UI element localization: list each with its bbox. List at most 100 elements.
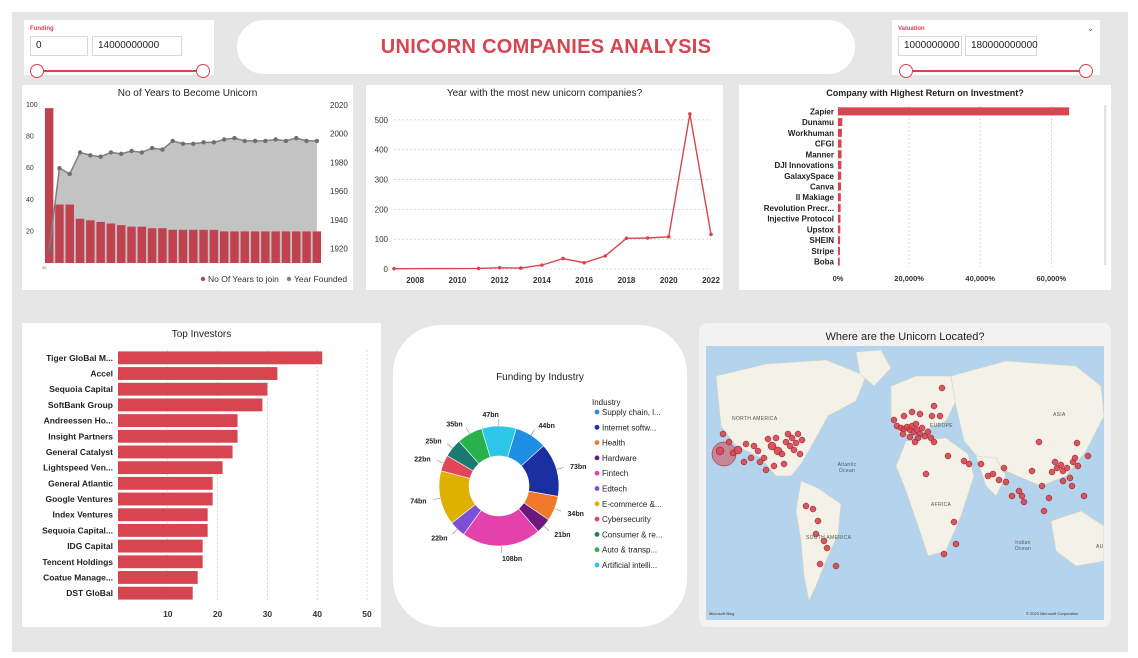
investor-label: Insight Partners: [48, 431, 113, 441]
legend-label: Auto & transp...: [602, 546, 657, 555]
new-unicorns-point: [709, 232, 713, 237]
year-founded-point: [88, 153, 93, 158]
donut-slice-label: 108bn: [502, 556, 522, 563]
investor-label: IDG Capital: [67, 541, 113, 551]
valuation-slider-min-handle[interactable]: [899, 64, 913, 78]
roi-bar: [838, 193, 841, 202]
x-axis-tick: 20: [213, 609, 223, 619]
investor-label: Google Ventures: [45, 494, 113, 504]
legend-label: Consumer & re...: [602, 530, 662, 539]
investor-bar: [118, 492, 213, 506]
y-axis-tick: 400: [375, 146, 389, 155]
top-investors-chart: 10 20 30 40 50 Tiger GloBal M... Accel Sequoia …: [42, 350, 372, 619]
unicorn-location-marker: [790, 446, 798, 454]
legend-marker-years-to-join: [200, 276, 206, 282]
funding-max-input[interactable]: 14000000000: [92, 36, 182, 56]
roi-bar: [838, 107, 1070, 116]
legend-label: Artificial intelli...: [602, 561, 657, 570]
year-founded-point: [232, 135, 237, 141]
valuation-max-input[interactable]: 180000000000: [965, 36, 1038, 56]
left-axis-tick: 20: [26, 228, 34, 235]
unicorn-location-marker: [1068, 482, 1076, 490]
chevron-down-icon[interactable]: ⌄: [1087, 24, 1094, 33]
years-to-join-bar: [147, 228, 157, 263]
world-map[interactable]: NORTH AMERICA SOUTH AMERICA EUROPE AFRIC…: [706, 346, 1104, 620]
years-to-join-bar: [117, 225, 126, 263]
roi-category-label: Canva: [810, 183, 835, 192]
years-to-unicorn-chart: 20 40 60 80 100 1920 1940 1960 1980 2000 2020 00 No …: [26, 101, 348, 284]
unicorn-location-marker: [995, 476, 1003, 484]
unicorn-location-marker: [1063, 464, 1071, 472]
legend-marker: [594, 562, 600, 568]
top-investors-title: Top Investors: [171, 329, 232, 340]
legend-marker: [594, 547, 600, 553]
legend-marker: [594, 516, 600, 522]
donut-slice-label: 44bn: [539, 423, 555, 430]
legend-marker: [594, 409, 600, 415]
legend-label: Fintech: [602, 469, 628, 478]
investor-bar: [118, 523, 208, 537]
legend-label: Internet softw...: [602, 423, 656, 432]
unicorn-location-marker: [780, 460, 788, 468]
year-founded-point: [67, 171, 72, 177]
unicorn-location-marker: [952, 540, 960, 548]
left-axis-tick: 40: [26, 197, 34, 204]
valuation-slider-max-handle[interactable]: [1079, 64, 1093, 78]
funding-by-industry-title: Funding by Industry: [496, 372, 584, 383]
unicorn-location-marker: [900, 412, 908, 420]
left-axis-tick: 60: [26, 165, 34, 172]
valuation-slider-track[interactable]: [906, 70, 1086, 72]
unicorn-location-marker: [742, 440, 750, 448]
y-axis-tick: 300: [375, 176, 389, 185]
unicorn-location-marker: [930, 438, 938, 446]
legend-marker: [594, 440, 600, 445]
year-founded-point: [201, 140, 206, 145]
unicorn-location-marker: [750, 442, 758, 450]
legend-label: Cybersecurity: [602, 515, 651, 524]
donut-label-leader: [556, 467, 564, 470]
year-founded-point: [77, 150, 83, 155]
map-label-atlantic: Atlantic Ocean: [837, 462, 857, 474]
investor-label: Sequoia Capital: [49, 384, 113, 394]
unicorn-location-marker: [1073, 439, 1081, 447]
x-axis-tick: 40: [312, 609, 322, 619]
roi-title: Company with Highest Return on Investmen…: [826, 88, 1024, 98]
years-to-join-bar: [281, 231, 291, 263]
roi-category-label: DJI Innovations: [774, 161, 834, 170]
unicorn-location-marker: [924, 428, 932, 436]
unicorn-location-marker: [1084, 452, 1092, 460]
y-axis-tick: 200: [375, 205, 389, 214]
x-axis-tick: 30: [263, 609, 273, 619]
x-axis-tick: 2020: [660, 276, 678, 285]
funding-slider-max-handle[interactable]: [196, 64, 210, 78]
unicorn-location-marker: [816, 560, 824, 568]
donut-label-leader: [543, 525, 550, 531]
x-axis-tick: 2022: [702, 276, 720, 285]
unicorn-location-marker: [1008, 492, 1016, 500]
legend-label: Supply chain, l...: [602, 408, 661, 417]
funding-slider-track[interactable]: [36, 70, 204, 72]
years-to-join-bar: [44, 108, 54, 263]
funding-min-input[interactable]: 0: [30, 36, 88, 56]
years-to-join-bar: [158, 228, 167, 263]
valuation-min-input[interactable]: 1000000000: [898, 36, 962, 56]
roi-category-label: Injective Protocol: [767, 215, 834, 224]
legend-label-years-to-join: No Of Years to join: [208, 274, 279, 284]
unicorn-location-marker: [764, 435, 772, 443]
donut-slice-label: 47bn: [482, 412, 498, 419]
unicorn-location-marker: [767, 441, 777, 451]
years-to-join-bar: [199, 229, 208, 263]
funding-by-industry-card: Funding by Industry 44bn 73bn 34bn 21bn 108b…: [393, 325, 687, 627]
year-founded-point: [191, 141, 196, 146]
funding-slider-min-handle[interactable]: [30, 64, 44, 78]
investor-label: SoftBank Group: [48, 400, 113, 410]
roi-category-label: CFGI: [815, 140, 834, 149]
years-to-join-bar: [240, 231, 249, 263]
x-axis-tick: 10: [163, 609, 173, 619]
new-unicorns-title: Year with the most new unicorn companies…: [446, 88, 643, 99]
landmass: [950, 360, 1104, 487]
unicorn-location-marker: [715, 446, 725, 456]
unicorn-location-marker: [760, 454, 768, 462]
legend-marker: [594, 501, 600, 507]
year-founded-point: [314, 138, 320, 144]
